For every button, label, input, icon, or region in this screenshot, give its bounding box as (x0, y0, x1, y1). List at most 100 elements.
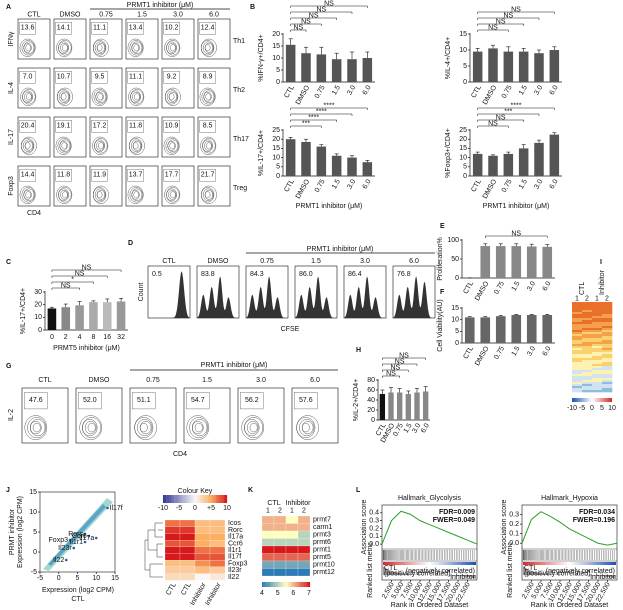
heatmap-cell (592, 326, 603, 329)
bar (362, 162, 373, 176)
histogram-shape (197, 276, 239, 318)
heatmap-cell (592, 350, 603, 353)
x-tick-label: 16 (103, 334, 111, 341)
color-key-step (206, 495, 208, 503)
bar (379, 394, 386, 420)
gate-percent: 54.7 (191, 397, 205, 404)
flow-plot (237, 387, 285, 444)
color-key-step (214, 495, 216, 503)
heatmap-cell (602, 370, 613, 373)
heatmap-cell (602, 366, 613, 369)
statistic: FDR=0.034 (579, 509, 615, 516)
heatmap-cell (572, 372, 583, 375)
bar (549, 50, 560, 82)
contour (21, 187, 35, 203)
heatmap-cell (572, 310, 583, 313)
heatmap-cell (273, 538, 287, 547)
key-tick-label: 5 (276, 590, 280, 597)
bar (316, 146, 327, 176)
gate (163, 22, 180, 35)
x-tick-label: 3.0 (526, 280, 537, 292)
color-key-step (298, 582, 301, 587)
color-key-step (278, 582, 280, 587)
heatmap-cell (582, 336, 593, 339)
contour (199, 87, 216, 106)
flow-plot (89, 165, 123, 207)
heatmap-cell (582, 340, 593, 343)
significance-bracket (477, 119, 524, 122)
y-tick-label: 0.3 (509, 511, 519, 518)
gate (199, 22, 216, 35)
bar (396, 392, 403, 420)
x-axis-label: PRMT1 inhibitor (μM) (483, 203, 550, 210)
x-tick-label: CTL (462, 280, 475, 295)
heatmap-cell (572, 328, 583, 331)
heatmap-cell (592, 316, 603, 319)
heatmap-cell (572, 386, 583, 389)
marker-label: IL-17 (8, 129, 15, 145)
heatmap-cell (592, 342, 603, 345)
panel-label: D (128, 240, 133, 247)
row-label: Ccr6 (228, 540, 243, 547)
bar (47, 308, 57, 330)
contour (192, 421, 204, 435)
group-label: PRMT1 inhibitor (μM) (201, 362, 268, 369)
column-label: 6.0 (310, 377, 320, 384)
contour (25, 44, 32, 52)
contour (92, 40, 107, 56)
x-tick-label: DMSO (474, 280, 491, 302)
y-tick-label: 15 (272, 145, 280, 152)
x-axis-label: Rank in Ordered Dataset (391, 602, 468, 609)
x-tick-label: CTL (283, 178, 296, 193)
y-axis-label: Expression (log2 CPM) (17, 496, 24, 568)
row-label: Rorc (228, 527, 243, 534)
heatmap-cell (582, 378, 593, 381)
gene-label: Il23r (58, 545, 72, 552)
color-key-step (220, 495, 223, 503)
heatmap-cell (582, 344, 593, 347)
subset-label: Treg (233, 185, 247, 192)
color-key-step (177, 495, 180, 503)
column-label: CTL (27, 11, 40, 18)
key-tick-label: 10 (223, 505, 231, 512)
heatmap-cell (582, 386, 593, 389)
significance-label: NS (511, 6, 521, 13)
color-key-step (196, 495, 199, 503)
heatmap-cell (572, 380, 583, 383)
x-tick-label: 1.5 (511, 280, 522, 292)
heatmap-cell (582, 324, 593, 327)
heatmap-cell (572, 360, 583, 363)
key-tick-label: 7 (307, 590, 311, 597)
significance-bracket (477, 29, 509, 32)
heatmap-cell (273, 560, 287, 569)
contour (92, 187, 107, 203)
contour (60, 189, 69, 200)
heatmap-cell (582, 318, 593, 321)
heatmap-cell (572, 320, 583, 323)
heatmap-cell (602, 302, 613, 305)
heatmap-cell (582, 312, 593, 315)
gene-label: Il1r1 (69, 539, 83, 546)
significance-label: NS (293, 24, 303, 31)
panel-label: C (6, 259, 11, 266)
replicate-label: 2 (605, 295, 609, 302)
heatmap-cell (602, 340, 613, 343)
bar (405, 394, 412, 420)
x-tick-label: 15 (111, 575, 119, 582)
heatmap-cell (592, 372, 603, 375)
heatmap-cell (194, 573, 211, 581)
panel-label: J (6, 487, 10, 494)
axis-label: CD4 (27, 210, 41, 217)
heatmap-cell (602, 382, 613, 385)
color-key-step (276, 582, 279, 587)
gate-percent: 13.6 (21, 25, 35, 32)
significance-bracket (477, 11, 555, 14)
gate (163, 168, 180, 182)
heatmap-cell (297, 523, 311, 532)
heatmap-cell (261, 523, 275, 532)
significance-label: NS (511, 230, 521, 237)
contour (58, 41, 69, 54)
contour (27, 417, 47, 438)
axis-label: IL-2 (8, 409, 15, 421)
bar (495, 246, 506, 278)
